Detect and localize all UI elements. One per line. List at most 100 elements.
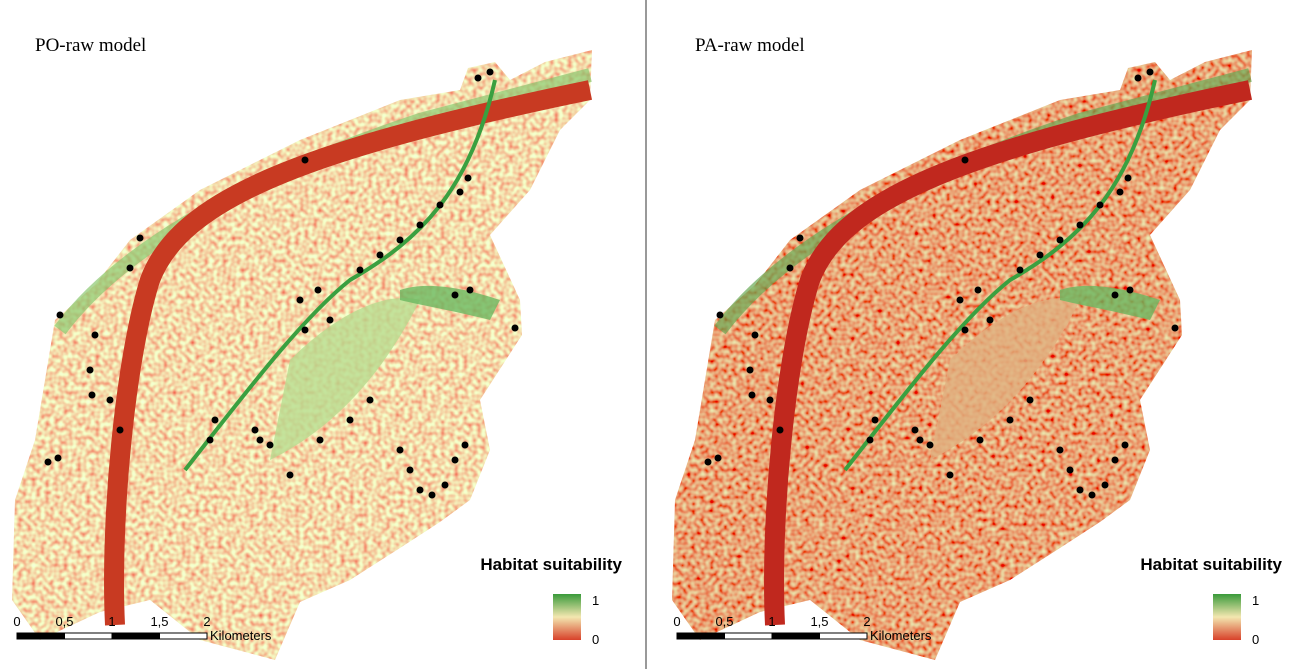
occurrence-point (975, 287, 982, 294)
occurrence-point (287, 472, 294, 479)
scale-segment (160, 633, 208, 639)
occurrence-point (302, 327, 309, 334)
occurrence-point (367, 397, 374, 404)
occurrence-point (357, 267, 364, 274)
scale-label: 2 (863, 614, 870, 629)
occurrence-point (987, 317, 994, 324)
occurrence-point (1077, 222, 1084, 229)
occurrence-point (465, 175, 472, 182)
scale-label: 2 (203, 614, 210, 629)
scale-segment (65, 633, 113, 639)
occurrence-point (417, 487, 424, 494)
scale-label: 1 (768, 614, 775, 629)
occurrence-point (45, 459, 52, 466)
occurrence-point (927, 442, 934, 449)
occurrence-point (407, 467, 414, 474)
occurrence-point (437, 202, 444, 209)
occurrence-point (1127, 287, 1134, 294)
panel-title: PO-raw model (35, 35, 146, 56)
occurrence-point (777, 427, 784, 434)
legend-gradient (553, 594, 581, 640)
occurrence-point (302, 157, 309, 164)
occurrence-point (315, 287, 322, 294)
figure: PO-raw model Habitat suitability 1 0 0 0,5 1 1,… (0, 0, 1293, 669)
scale-label: 0,5 (715, 614, 733, 629)
occurrence-point (212, 417, 219, 424)
occurrence-point (1102, 482, 1109, 489)
occurrence-point (55, 455, 62, 462)
scale-segment (112, 633, 160, 639)
occurrence-point (1089, 492, 1096, 499)
occurrence-point (487, 69, 494, 76)
occurrence-point (1007, 417, 1014, 424)
legend-title: Habitat suitability (1140, 555, 1282, 574)
occurrence-point (957, 297, 964, 304)
occurrence-point (797, 235, 804, 242)
scale-label: 0 (13, 614, 20, 629)
occurrence-point (1067, 467, 1074, 474)
occurrence-point (87, 367, 94, 374)
occurrence-point (705, 459, 712, 466)
legend-high: 1 (592, 593, 599, 608)
scale-label: 0 (673, 614, 680, 629)
occurrence-point (787, 265, 794, 272)
occurrence-point (347, 417, 354, 424)
occurrence-point (397, 447, 404, 454)
occurrence-point (467, 287, 474, 294)
occurrence-point (917, 437, 924, 444)
occurrence-point (867, 437, 874, 444)
occurrence-point (452, 457, 459, 464)
occurrence-point (717, 312, 724, 319)
occurrence-point (1027, 397, 1034, 404)
occurrence-point (1122, 442, 1129, 449)
occurrence-point (207, 437, 214, 444)
occurrence-point (137, 235, 144, 242)
occurrence-point (417, 222, 424, 229)
occurrence-point (767, 397, 774, 404)
occurrence-point (452, 292, 459, 299)
scale-label: 1 (108, 614, 115, 629)
occurrence-point (872, 417, 879, 424)
occurrence-point (1017, 267, 1024, 274)
occurrence-point (317, 437, 324, 444)
legend-high: 1 (1252, 593, 1259, 608)
occurrence-point (747, 367, 754, 374)
occurrence-point (92, 332, 99, 339)
scale-segment (725, 633, 773, 639)
legend-low: 0 (592, 632, 599, 647)
occurrence-point (327, 317, 334, 324)
occurrence-point (1147, 69, 1154, 76)
occurrence-point (1135, 75, 1142, 82)
legend-gradient (1213, 594, 1241, 640)
occurrence-point (57, 312, 64, 319)
occurrence-point (397, 237, 404, 244)
occurrence-point (1057, 447, 1064, 454)
occurrence-point (267, 442, 274, 449)
occurrence-point (462, 442, 469, 449)
occurrence-point (252, 427, 259, 434)
scale-label: 0,5 (55, 614, 73, 629)
occurrence-point (475, 75, 482, 82)
occurrence-point (117, 427, 124, 434)
scale-unit: Kilometers (870, 628, 932, 643)
occurrence-point (127, 265, 134, 272)
scale-segment (677, 633, 725, 639)
occurrence-point (1125, 175, 1132, 182)
occurrence-point (962, 157, 969, 164)
occurrence-point (257, 437, 264, 444)
occurrence-point (947, 472, 954, 479)
occurrence-point (297, 297, 304, 304)
legend-title: Habitat suitability (480, 555, 622, 574)
scale-segment (17, 633, 65, 639)
legend-low: 0 (1252, 632, 1259, 647)
occurrence-point (749, 392, 756, 399)
occurrence-point (107, 397, 114, 404)
occurrence-point (512, 325, 519, 332)
scale-label: 1,5 (810, 614, 828, 629)
occurrence-point (752, 332, 759, 339)
occurrence-point (1077, 487, 1084, 494)
occurrence-point (89, 392, 96, 399)
occurrence-point (1112, 292, 1119, 299)
